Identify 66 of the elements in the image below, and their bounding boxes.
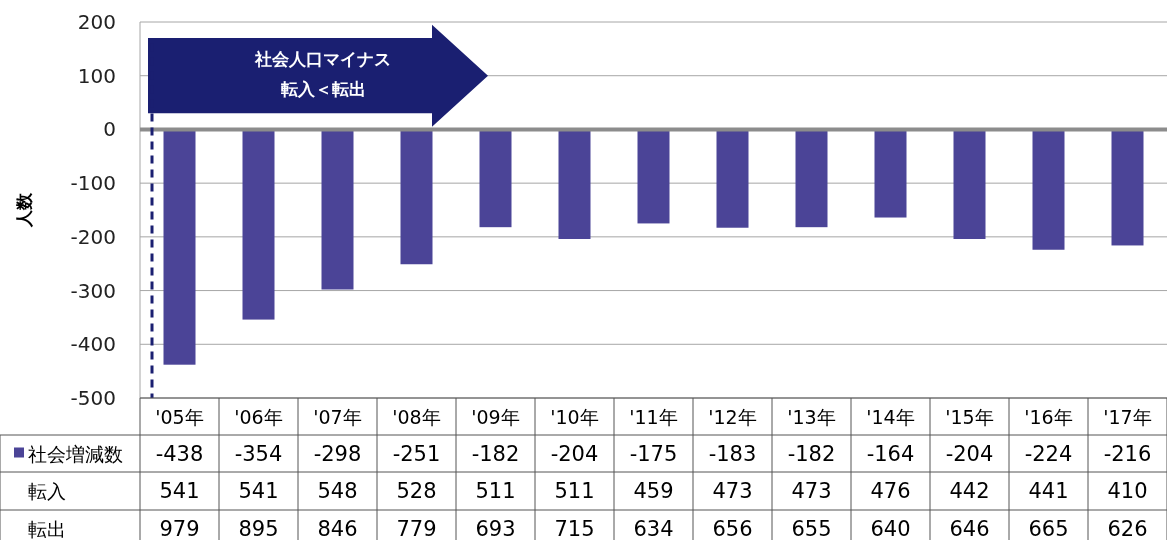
x-tick-label: '14年	[866, 406, 915, 428]
text: 979	[159, 517, 200, 540]
data-label: -182	[787, 441, 836, 466]
text: 転出	[28, 518, 66, 540]
y-tick-label: -500	[70, 386, 116, 410]
text: 715	[554, 517, 595, 540]
y-tick-label: -200	[70, 224, 116, 249]
text: 541	[159, 479, 200, 503]
text: 634	[633, 517, 674, 540]
data-label: -438	[155, 441, 204, 466]
text: 541	[238, 479, 279, 503]
x-tick-label: '16年	[1024, 406, 1073, 428]
x-tick-label: '17年	[1103, 406, 1152, 428]
data-label: -175	[629, 441, 678, 466]
y-tick-label: 200	[77, 10, 116, 34]
x-tick-label: '08年	[392, 406, 441, 428]
data-label: -183	[708, 441, 757, 466]
text: 473	[712, 479, 753, 503]
text: 626	[1107, 517, 1148, 540]
text: 476	[870, 479, 911, 503]
y-tick-label: -400	[70, 332, 116, 357]
x-tick-label: '06年	[234, 406, 283, 428]
text: 656	[712, 517, 753, 540]
data-label: -354	[234, 441, 283, 466]
data-label: -216	[1103, 441, 1152, 466]
text: 640	[870, 517, 911, 540]
text: 846	[317, 517, 358, 540]
text: 895	[238, 517, 279, 540]
text: 511	[554, 479, 595, 503]
data-label: -204	[945, 441, 994, 466]
legend-label: 社会増減数	[28, 442, 123, 465]
text: 655	[791, 517, 832, 540]
text: 転入	[28, 480, 66, 502]
data-label: -204	[550, 441, 599, 466]
text: 441	[1028, 479, 1069, 503]
text: 548	[317, 479, 358, 503]
y-tick-label: -100	[70, 171, 116, 196]
y-tick-label: 0	[103, 117, 116, 142]
data-label: -164	[866, 441, 915, 466]
x-tick-label: '15年	[945, 406, 994, 428]
x-tick-label: '13年	[787, 406, 836, 428]
x-tick-label: '11年	[629, 406, 678, 428]
x-tick-label: '12年	[708, 406, 757, 428]
y-tick-label: -300	[70, 278, 116, 303]
y-tick-label: 100	[77, 63, 116, 88]
text: 693	[475, 517, 516, 540]
text: 665	[1028, 517, 1069, 540]
data-label: -224	[1024, 441, 1073, 466]
text: 410	[1107, 479, 1148, 503]
y-axis-title: 人数	[14, 192, 34, 228]
text: 473	[791, 479, 832, 503]
x-tick-label: '09年	[471, 406, 520, 428]
text: 442	[949, 479, 990, 503]
x-tick-label: '10年	[550, 406, 599, 428]
text: 779	[396, 517, 437, 540]
text: 646	[949, 517, 990, 540]
annotation: 転入＜転出	[279, 78, 366, 99]
x-tick-label: '07年	[313, 406, 362, 428]
x-tick-label: '05年	[155, 406, 204, 428]
text: 459	[633, 479, 674, 503]
annotation: 社会人口マイナス	[254, 48, 391, 69]
text: 511	[475, 479, 516, 503]
data-label: -251	[392, 441, 441, 466]
text: 528	[396, 479, 437, 503]
data-label: -298	[313, 441, 362, 466]
data-label: -182	[471, 441, 520, 466]
